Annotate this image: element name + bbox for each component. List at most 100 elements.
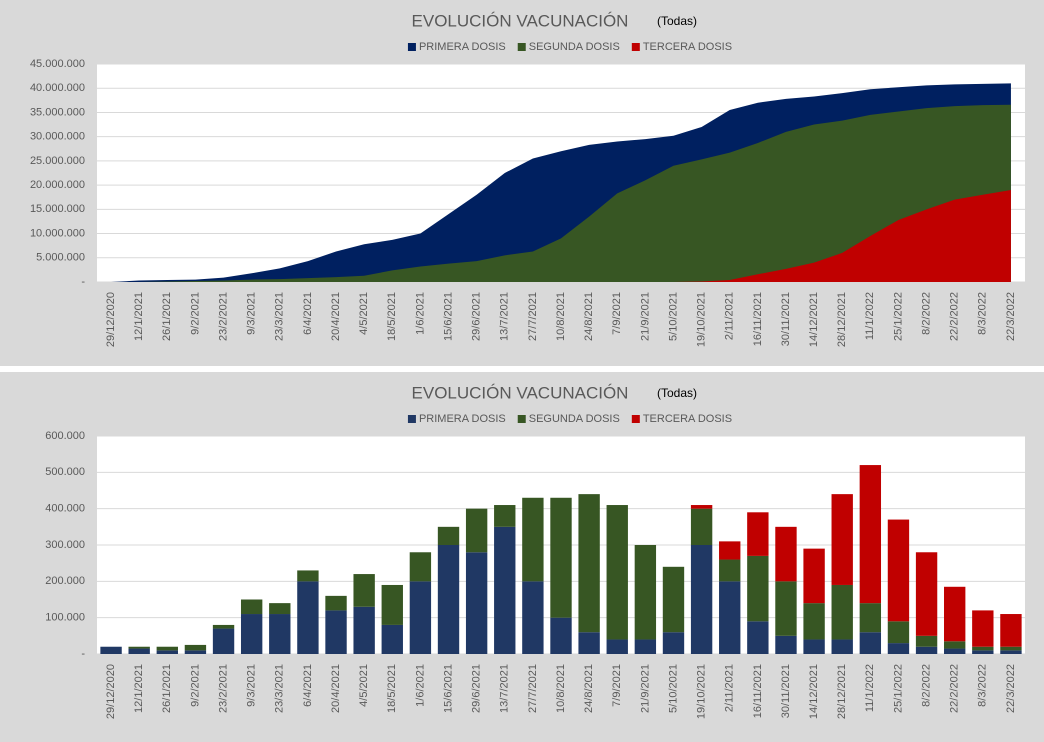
bar — [775, 581, 797, 636]
legend-swatch — [517, 415, 526, 423]
bar — [353, 574, 375, 607]
x-tick-label: 27/7/2021 — [527, 664, 539, 713]
x-tick-label: 18/5/2021 — [386, 292, 398, 341]
bar — [831, 584, 853, 640]
bar — [915, 646, 938, 654]
y-tick-label: 5.000.000 — [36, 252, 85, 264]
x-tick-label: 5/10/2021 — [667, 292, 679, 341]
bar — [494, 526, 516, 654]
bar — [465, 508, 488, 553]
y-tick-label: 45.000.000 — [30, 58, 85, 70]
bar — [353, 606, 375, 654]
bar — [887, 519, 910, 622]
x-tick-label: 21/9/2021 — [639, 292, 651, 341]
x-tick-label: 9/2/2021 — [189, 292, 201, 335]
bar — [156, 650, 178, 654]
x-tick-label: 11/1/2022 — [864, 292, 876, 340]
x-tick-label: 23/2/2021 — [217, 292, 229, 341]
x-tick-label: 23/2/2021 — [217, 664, 229, 713]
bar — [634, 639, 657, 654]
legend-label: PRIMERA DOSIS — [419, 41, 506, 53]
x-tick-label: 8/3/2022 — [977, 292, 989, 335]
x-tick-label: 23/3/2021 — [274, 664, 286, 713]
bar — [522, 497, 544, 582]
bar — [887, 621, 910, 644]
bar — [184, 650, 207, 654]
y-tick-label: 25.000.000 — [30, 155, 85, 167]
x-tick-label: 18/5/2021 — [386, 664, 398, 713]
bar — [437, 526, 460, 545]
x-tick-label: 20/4/2021 — [330, 292, 342, 341]
bar — [944, 586, 966, 642]
x-tick-label: 2/11/2021 — [724, 292, 736, 340]
legend-label: SEGUNDA DOSIS — [529, 413, 620, 425]
x-tick-label: 13/7/2021 — [499, 292, 511, 341]
legend: PRIMERA DOSIS SEGUNDA DOSIS TERCERA DOSIS — [407, 413, 732, 425]
y-tick-label: 10.000.000 — [30, 227, 85, 239]
y-tick-label: 30.000.000 — [30, 131, 85, 143]
bar — [719, 541, 741, 560]
x-tick-label: 22/3/2022 — [1005, 664, 1017, 713]
x-tick-label: 22/2/2022 — [949, 292, 961, 341]
bar — [1000, 646, 1022, 651]
bar — [381, 624, 403, 654]
bar — [944, 648, 966, 654]
bar — [184, 644, 207, 651]
bar — [156, 646, 178, 651]
bar — [634, 545, 657, 640]
x-tick-label: 15/6/2021 — [442, 664, 454, 713]
bar — [831, 494, 853, 585]
bar — [409, 581, 432, 654]
x-tick-label: 4/5/2021 — [358, 292, 370, 335]
x-tick-label: 5/10/2021 — [667, 664, 679, 713]
y-tick-label: 15.000.000 — [30, 203, 85, 215]
bar — [915, 635, 938, 647]
x-tick-label: 23/3/2021 — [274, 292, 286, 341]
legend-label: PRIMERA DOSIS — [419, 413, 506, 425]
x-tick-label: 16/11/2021 — [752, 292, 764, 346]
bar — [915, 552, 938, 636]
x-tick-label: 29/12/2020 — [105, 292, 117, 347]
bar — [662, 566, 685, 633]
bar — [269, 603, 291, 615]
x-tick-label: 6/4/2021 — [302, 664, 314, 707]
y-tick-label: 40.000.000 — [30, 82, 85, 94]
x-tick-label: 1/6/2021 — [414, 292, 426, 335]
x-tick-label: 8/3/2022 — [977, 664, 989, 707]
bar — [297, 581, 319, 654]
x-tick-label: 16/11/2021 — [752, 664, 764, 718]
bar — [578, 632, 600, 654]
bar — [409, 552, 432, 582]
bar — [437, 545, 460, 654]
bar — [325, 595, 347, 611]
bar — [550, 497, 572, 618]
y-tick-label: 600.000 — [45, 430, 85, 442]
x-tick-label: 13/7/2021 — [499, 664, 511, 713]
chart-cumulative: EVOLUCIÓN VACUNACIÓN (Todas) - 5.000.000 10.… — [0, 0, 1044, 366]
bar — [212, 624, 235, 629]
legend: PRIMERA DOSIS SEGUNDA DOSIS TERCERA DOSIS — [407, 41, 732, 53]
area — [111, 104, 1011, 283]
legend-swatch — [631, 415, 640, 423]
x-tick-label: 7/9/2021 — [611, 664, 623, 707]
bar — [747, 555, 769, 622]
x-tick-label: 30/11/2021 — [780, 664, 792, 718]
x-tick-label: 7/9/2021 — [611, 292, 623, 335]
bar — [803, 548, 825, 604]
bar — [297, 570, 319, 582]
x-tick-label: 24/8/2021 — [583, 664, 595, 713]
legend-swatch — [407, 415, 416, 423]
x-tick-label: 26/1/2021 — [161, 664, 173, 713]
bar — [465, 552, 488, 654]
x-tick-label: 14/12/2021 — [808, 664, 820, 719]
legend-label: TERCERA DOSIS — [643, 413, 732, 425]
chart-title: EVOLUCIÓN VACUNACIÓN — [412, 11, 629, 30]
x-tick-label: 10/8/2021 — [555, 664, 567, 713]
bar — [859, 632, 882, 654]
y-tick-label: - — [81, 276, 85, 288]
bar — [859, 603, 882, 633]
bar — [887, 643, 910, 654]
chart-subtitle: (Todas) — [657, 14, 697, 28]
bar — [972, 650, 994, 654]
